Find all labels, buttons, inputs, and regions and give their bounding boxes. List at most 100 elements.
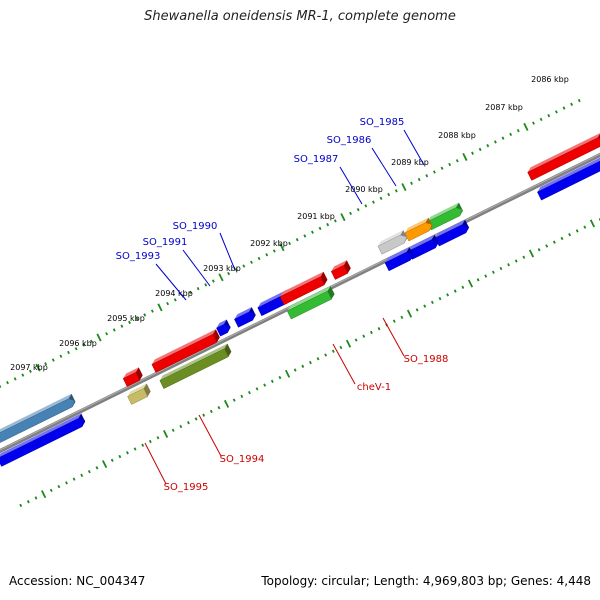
major-tick (157, 303, 163, 312)
gene-block-top (0, 413, 82, 458)
minor-tick (173, 298, 177, 302)
minor-tick (187, 421, 190, 425)
minor-tick (499, 266, 503, 271)
major-tick (41, 490, 47, 499)
major-tick (284, 369, 291, 378)
minor-tick (112, 328, 116, 332)
minor-tick (545, 244, 549, 248)
minor-tick (72, 477, 76, 481)
scale-tick-label: 2097 kbp (10, 363, 48, 372)
minor-tick (522, 255, 526, 259)
minor-tick (34, 496, 38, 500)
minor-tick (82, 343, 86, 347)
minor-tick (227, 271, 231, 276)
minor-tick (87, 469, 91, 474)
gene-block-side (135, 367, 143, 381)
gene-block-side (212, 329, 220, 343)
gene-leader-line (198, 414, 222, 457)
gene-label: SO_1985 (360, 117, 405, 128)
gene-block-top (257, 289, 288, 308)
reverse-gene-block (279, 271, 328, 306)
minor-tick (278, 375, 282, 380)
forward-gene-block (0, 393, 76, 443)
gene-block-side (224, 343, 232, 357)
scale-tick-label: 2090 kbp (345, 185, 383, 194)
major-tick (523, 122, 529, 131)
forward-gene-block (234, 307, 256, 328)
gene-label: SO_1991 (143, 237, 188, 248)
reverse-gene-block (286, 286, 335, 320)
minor-tick (362, 334, 366, 338)
major-tick (163, 430, 169, 438)
minor-tick (232, 398, 236, 402)
minor-tick (13, 377, 17, 381)
minor-tick (430, 300, 434, 305)
minor-tick (377, 327, 381, 331)
minor-tick (570, 102, 574, 106)
map-title: Shewanella oneidensis MR-1, complete gen… (144, 9, 456, 24)
gene-block-top (408, 234, 435, 252)
gene-block-front (127, 388, 149, 405)
minor-tick (438, 296, 442, 301)
gene-label: cheV-1 (357, 382, 391, 393)
minor-tick (560, 236, 564, 241)
minor-tick (288, 241, 292, 246)
minor-tick (446, 293, 450, 297)
scale-tick-label: 2086 kbp (531, 75, 569, 84)
minor-tick (461, 285, 465, 289)
minor-tick (415, 308, 419, 312)
minor-tick (364, 204, 368, 208)
forward-gene-block (434, 219, 470, 247)
minor-tick (135, 317, 139, 321)
forward-gene-block (377, 230, 408, 255)
major-tick (467, 279, 474, 288)
minor-tick (28, 369, 32, 373)
minor-tick (293, 368, 297, 372)
gene-leader-line (339, 166, 363, 205)
gene-block-side (343, 260, 351, 274)
gene-block-top (404, 217, 429, 233)
reverse-gene-block (127, 383, 151, 405)
minor-tick (179, 424, 183, 429)
minor-tick (202, 413, 206, 417)
accession-text: Accession: NC_004347 (9, 574, 146, 588)
major-tick (345, 339, 352, 348)
major-tick (218, 273, 224, 282)
minor-tick (171, 428, 175, 432)
gene-leader-line (403, 129, 425, 166)
minor-tick (209, 409, 213, 414)
major-tick (96, 333, 102, 342)
major-tick (589, 219, 596, 228)
minor-tick (507, 263, 511, 267)
gene-label: SO_1995 (164, 482, 209, 493)
gene-block-front (122, 372, 141, 387)
minor-tick (577, 98, 581, 103)
gene-block-front (279, 276, 325, 306)
gene-block-front (384, 251, 414, 272)
minor-tick (394, 189, 398, 193)
minor-tick (331, 349, 335, 353)
gene-block-front (159, 348, 229, 389)
reverse-gene-block (159, 343, 232, 389)
gene-leader-line (219, 232, 236, 271)
reverse-scale-row (19, 218, 600, 508)
minor-tick (583, 225, 587, 229)
minor-tick (311, 230, 314, 234)
gene-block-front (151, 333, 218, 373)
minor-tick (568, 233, 572, 237)
reverse-gene-block (151, 329, 220, 373)
major-tick (35, 363, 41, 372)
minor-tick (493, 140, 497, 144)
minor-tick (89, 339, 93, 343)
gene-block-top (159, 343, 228, 381)
gene-block-top (287, 286, 331, 311)
gene-block-front (330, 264, 349, 280)
minor-tick (423, 304, 427, 308)
minor-tick (263, 383, 267, 387)
scale-tick-label: 2087 kbp (485, 103, 523, 112)
minor-tick (196, 286, 200, 291)
forward-gene-block (384, 247, 414, 272)
scale-tick-label: 2096 kbp (59, 339, 97, 348)
minor-tick (217, 406, 221, 410)
gene-block-front (377, 234, 408, 255)
